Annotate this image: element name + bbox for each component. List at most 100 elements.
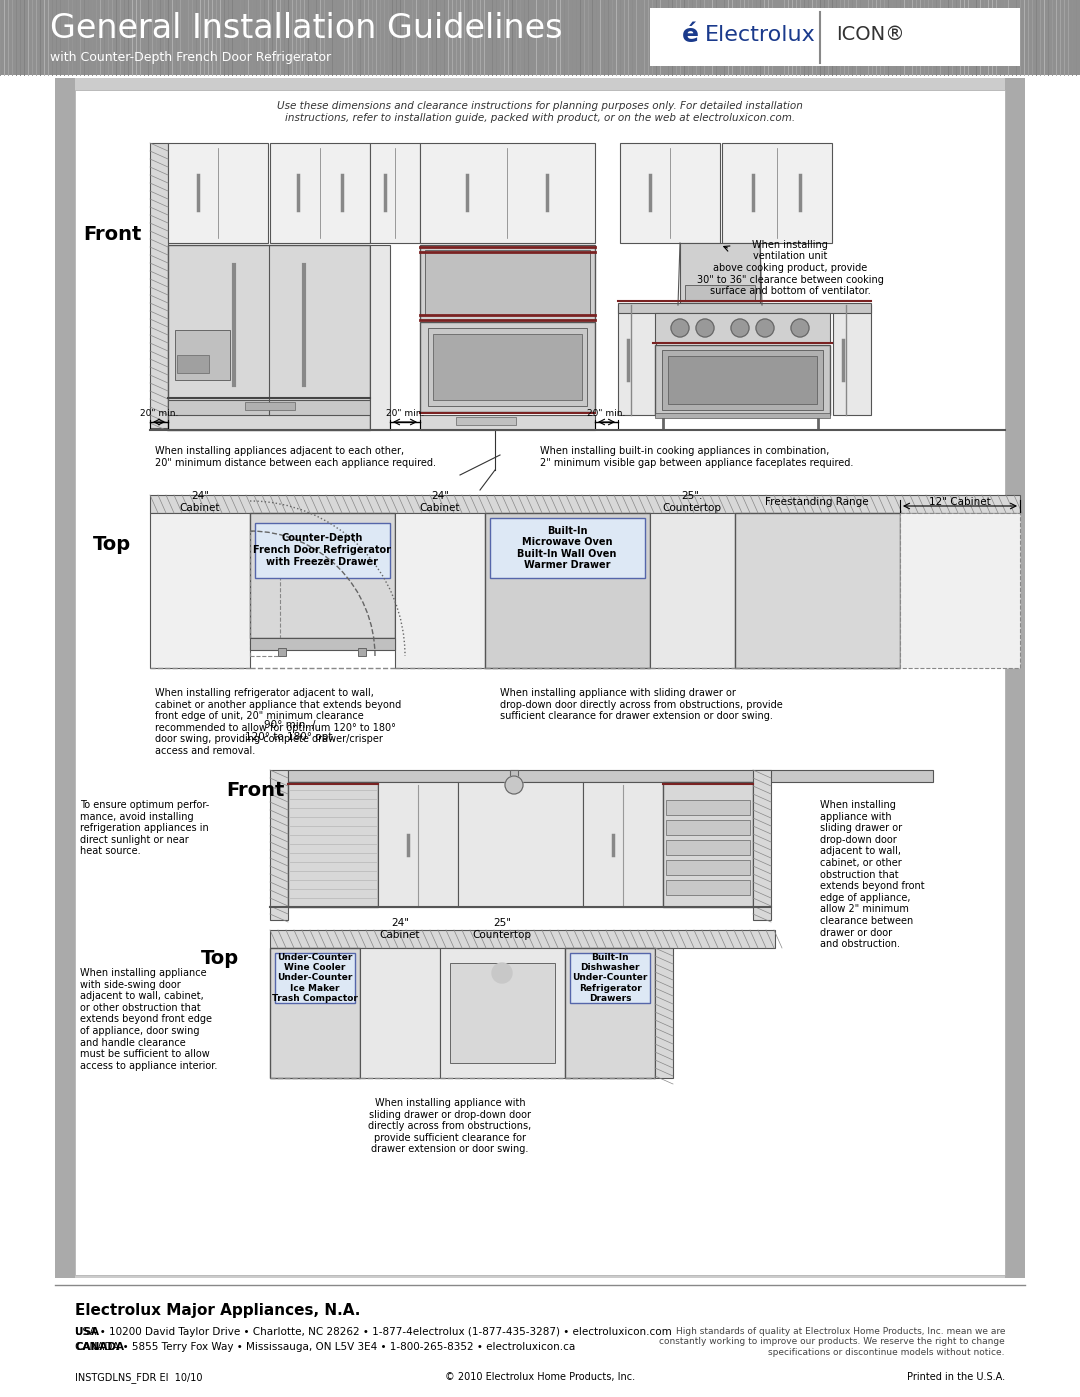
Bar bbox=[450, 963, 555, 1063]
Bar bbox=[428, 328, 588, 407]
Text: 25"
Countertop: 25" Countertop bbox=[473, 918, 531, 940]
Bar bbox=[654, 313, 831, 344]
Bar bbox=[618, 303, 870, 313]
Bar bbox=[666, 880, 750, 895]
Bar bbox=[440, 949, 565, 1078]
Text: When installing refrigerator adjacent to wall,
cabinet or another appliance that: When installing refrigerator adjacent to… bbox=[156, 687, 402, 756]
Text: Built-In
Microwave Oven
Built-In Wall Oven
Warmer Drawer: Built-In Microwave Oven Built-In Wall Ov… bbox=[517, 525, 617, 570]
Bar bbox=[490, 518, 645, 578]
Bar bbox=[680, 243, 760, 303]
Circle shape bbox=[671, 319, 689, 337]
Text: Front: Front bbox=[83, 225, 141, 244]
Text: Built-In
Dishwasher
Under-Counter
Refrigerator
Drawers: Built-In Dishwasher Under-Counter Refrig… bbox=[572, 953, 648, 1003]
Bar bbox=[249, 531, 280, 657]
Bar bbox=[168, 400, 370, 415]
Circle shape bbox=[492, 963, 512, 983]
Text: 20" min.: 20" min. bbox=[386, 409, 424, 418]
Text: USA: USA bbox=[75, 1327, 99, 1337]
Bar bbox=[618, 305, 656, 415]
Text: © 2010 Electrolux Home Products, Inc.: © 2010 Electrolux Home Products, Inc. bbox=[445, 1372, 635, 1382]
Bar bbox=[270, 930, 775, 949]
Text: 20" min.: 20" min. bbox=[139, 409, 178, 418]
Bar bbox=[420, 244, 595, 320]
Text: When installing appliance with sliding drawer or
drop-down door directly across : When installing appliance with sliding d… bbox=[500, 687, 783, 721]
Text: ICON®: ICON® bbox=[836, 25, 904, 45]
Bar bbox=[168, 142, 268, 243]
Text: When installing
ventilation unit
above cooking product, provide
30" to 36" clear: When installing ventilation unit above c… bbox=[697, 240, 883, 296]
Bar bbox=[288, 782, 378, 907]
Bar bbox=[420, 142, 595, 243]
Bar bbox=[669, 356, 816, 404]
Bar bbox=[75, 89, 1005, 1275]
Bar bbox=[370, 142, 420, 243]
Text: USA • 10200 David Taylor Drive • Charlotte, NC 28262 • 1-877-4electrolux (1-877-: USA • 10200 David Taylor Drive • Charlot… bbox=[75, 1327, 672, 1337]
Text: Freestanding Range: Freestanding Range bbox=[766, 497, 868, 507]
Text: When installing appliance
with side-swing door
adjacent to wall, cabinet,
or oth: When installing appliance with side-swin… bbox=[80, 968, 217, 1070]
Bar bbox=[426, 250, 590, 314]
Bar bbox=[177, 355, 210, 373]
Circle shape bbox=[756, 319, 774, 337]
Bar bbox=[0, 0, 1080, 75]
Text: 12" Cabinet: 12" Cabinet bbox=[929, 497, 990, 507]
Bar bbox=[245, 402, 295, 409]
Circle shape bbox=[731, 319, 750, 337]
Bar bbox=[288, 770, 933, 782]
Text: é: é bbox=[681, 22, 699, 47]
Circle shape bbox=[791, 319, 809, 337]
Bar bbox=[150, 142, 168, 427]
Text: 90° min. /
120° to 180° opt.: 90° min. / 120° to 180° opt. bbox=[245, 721, 336, 742]
Text: Top: Top bbox=[93, 535, 131, 555]
Bar bbox=[275, 953, 355, 1003]
Bar bbox=[150, 495, 1020, 513]
Bar bbox=[357, 648, 366, 657]
Bar bbox=[662, 351, 823, 409]
Bar bbox=[900, 513, 1020, 668]
Bar bbox=[663, 782, 753, 907]
Text: CANADA: CANADA bbox=[75, 1343, 124, 1352]
Bar bbox=[378, 782, 458, 907]
Bar bbox=[55, 78, 75, 1278]
Bar bbox=[833, 305, 870, 415]
Text: Counter-Depth
French Door Refrigerator
with Freezer Drawer: Counter-Depth French Door Refrigerator w… bbox=[253, 534, 391, 567]
Bar bbox=[666, 861, 750, 875]
Bar bbox=[175, 330, 230, 380]
Bar bbox=[666, 820, 750, 835]
Text: 24"
Cabinet: 24" Cabinet bbox=[420, 492, 460, 513]
Text: Electrolux: Electrolux bbox=[704, 25, 815, 45]
Text: General Installation Guidelines: General Installation Guidelines bbox=[50, 11, 563, 45]
Bar bbox=[456, 416, 516, 425]
Text: Top: Top bbox=[201, 949, 239, 968]
Text: Front: Front bbox=[226, 781, 284, 799]
Bar bbox=[685, 285, 755, 300]
Bar bbox=[270, 949, 360, 1078]
Bar bbox=[433, 334, 582, 400]
Text: When installing appliances adjacent to each other,
20" minimum distance between : When installing appliances adjacent to e… bbox=[156, 446, 436, 468]
Text: Printed in the U.S.A.: Printed in the U.S.A. bbox=[907, 1372, 1005, 1382]
Bar bbox=[249, 638, 395, 650]
Bar bbox=[753, 770, 771, 921]
Text: When installing appliance with
sliding drawer or drop-down door
directly across : When installing appliance with sliding d… bbox=[368, 1098, 531, 1154]
Bar bbox=[654, 949, 673, 1078]
Bar bbox=[666, 800, 750, 814]
Bar bbox=[620, 142, 720, 243]
Text: When installing built-in cooking appliances in combination,
2" minimum visible g: When installing built-in cooking applian… bbox=[540, 446, 853, 468]
Bar bbox=[168, 244, 370, 430]
Bar bbox=[255, 522, 390, 578]
Bar bbox=[654, 414, 831, 418]
Text: To ensure optimum perfor-
mance, avoid installing
refrigeration appliances in
di: To ensure optimum perfor- mance, avoid i… bbox=[80, 800, 210, 856]
Bar bbox=[654, 345, 831, 415]
Text: with Counter-Depth French Door Refrigerator: with Counter-Depth French Door Refrigera… bbox=[50, 50, 332, 63]
Text: High standards of quality at Electrolux Home Products, Inc. mean we are
constant: High standards of quality at Electrolux … bbox=[659, 1327, 1005, 1356]
Bar bbox=[395, 513, 485, 668]
Bar bbox=[270, 142, 370, 243]
Circle shape bbox=[505, 775, 523, 793]
Circle shape bbox=[696, 319, 714, 337]
Bar bbox=[0, 1285, 1080, 1397]
Bar bbox=[370, 244, 390, 430]
Bar bbox=[510, 770, 518, 788]
Bar bbox=[420, 415, 595, 430]
Bar bbox=[565, 949, 654, 1078]
Bar bbox=[278, 648, 286, 657]
Bar bbox=[270, 770, 288, 921]
Text: When installing
appliance with
sliding drawer or
drop-down door
adjacent to wall: When installing appliance with sliding d… bbox=[820, 800, 924, 949]
